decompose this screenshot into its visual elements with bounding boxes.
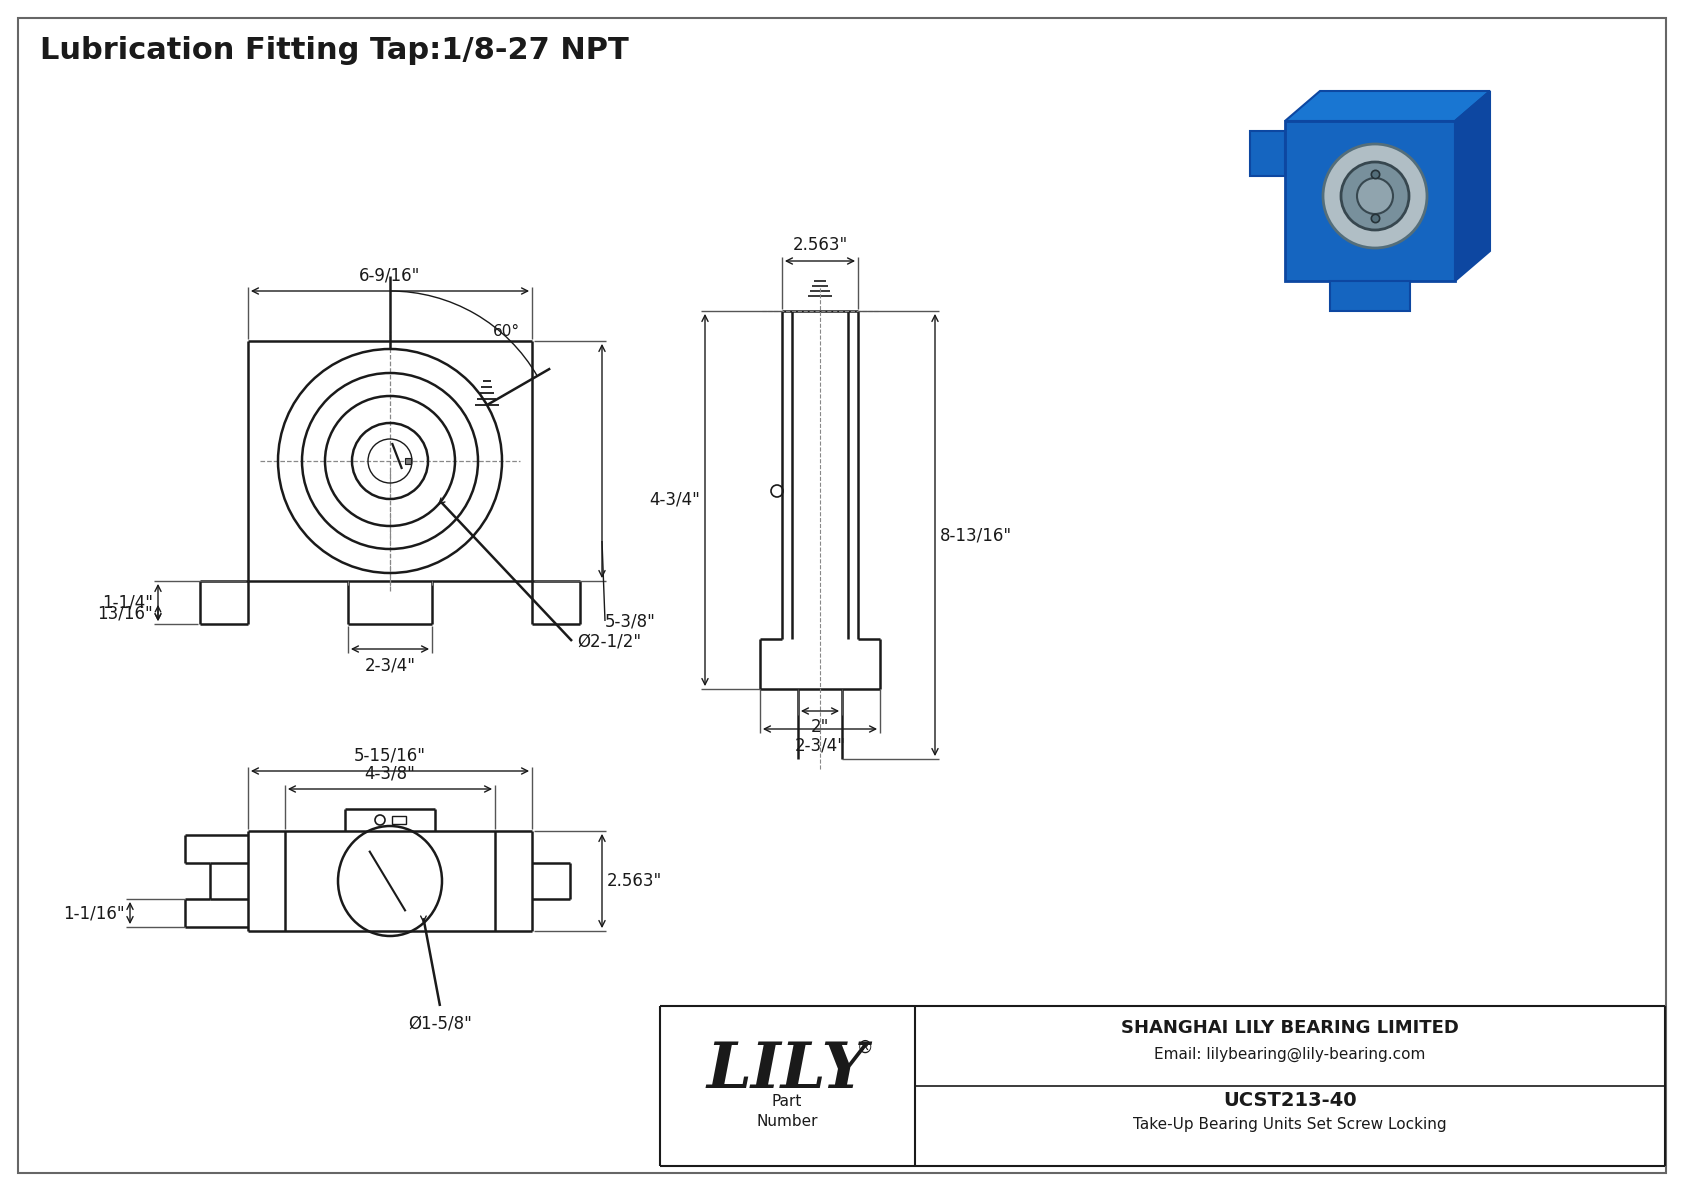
- Text: 4-3/8": 4-3/8": [364, 763, 416, 782]
- Text: 2-3/4": 2-3/4": [364, 656, 416, 674]
- Polygon shape: [1455, 91, 1490, 281]
- Text: SHANGHAI LILY BEARING LIMITED: SHANGHAI LILY BEARING LIMITED: [1122, 1019, 1458, 1037]
- Text: 4-3/4": 4-3/4": [648, 491, 701, 509]
- Text: 5-15/16": 5-15/16": [354, 746, 426, 763]
- Text: 2.563": 2.563": [793, 236, 847, 254]
- Text: 6-9/16": 6-9/16": [359, 266, 421, 283]
- Text: Ø2-1/2": Ø2-1/2": [578, 632, 642, 650]
- Text: UCST213-40: UCST213-40: [1223, 1091, 1357, 1110]
- Text: Number: Number: [756, 1114, 818, 1129]
- Text: Part: Part: [771, 1093, 802, 1109]
- Text: Lubrication Fitting Tap:1/8-27 NPT: Lubrication Fitting Tap:1/8-27 NPT: [40, 36, 628, 66]
- Text: 60°: 60°: [493, 324, 520, 338]
- Text: 5-3/8": 5-3/8": [605, 612, 655, 630]
- Text: 2": 2": [810, 718, 829, 736]
- Text: 1-1/16": 1-1/16": [64, 904, 125, 922]
- Text: Take-Up Bearing Units Set Screw Locking: Take-Up Bearing Units Set Screw Locking: [1133, 1116, 1447, 1131]
- Polygon shape: [1330, 281, 1410, 311]
- Text: 1-1/4": 1-1/4": [103, 593, 153, 611]
- Text: LILY: LILY: [706, 1040, 867, 1102]
- Bar: [392, 816, 406, 824]
- Circle shape: [1340, 162, 1410, 230]
- Text: Ø1-5/8": Ø1-5/8": [408, 1014, 472, 1031]
- Polygon shape: [1250, 131, 1285, 176]
- Polygon shape: [1285, 91, 1490, 121]
- Text: 8-13/16": 8-13/16": [940, 526, 1012, 544]
- Polygon shape: [1285, 121, 1455, 281]
- Circle shape: [1324, 144, 1426, 248]
- Text: Email: lilybearing@lily-bearing.com: Email: lilybearing@lily-bearing.com: [1154, 1047, 1426, 1061]
- Text: 13/16": 13/16": [98, 604, 153, 622]
- Text: 2.563": 2.563": [606, 872, 662, 890]
- Circle shape: [1357, 177, 1393, 214]
- Text: ®: ®: [857, 1039, 874, 1056]
- Text: 2-3/4": 2-3/4": [795, 736, 845, 754]
